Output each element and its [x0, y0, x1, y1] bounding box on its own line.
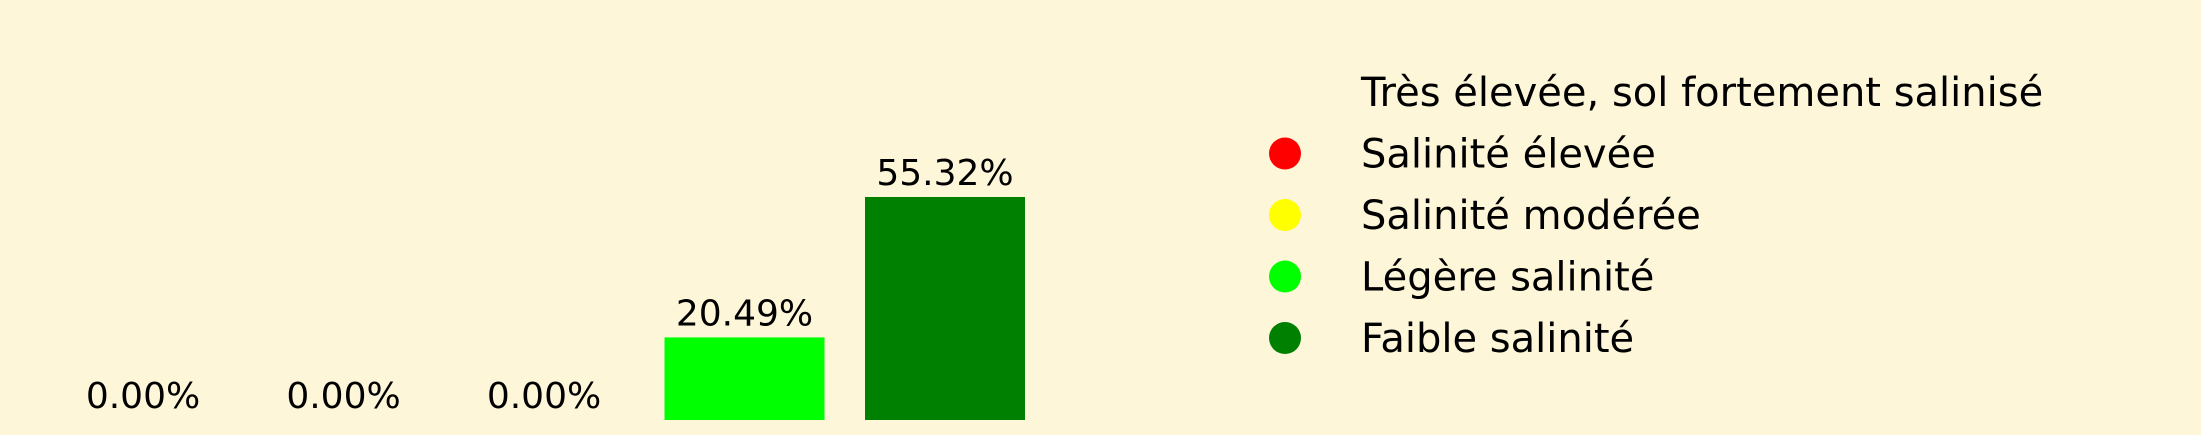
legend-marker-2	[1269, 199, 1301, 231]
legend-label-3: Légère salinité	[1361, 255, 1654, 301]
bar-value-label-3: 20.49%	[676, 293, 813, 334]
bar-3	[664, 337, 825, 420]
legend-label-2: Salinité modérée	[1361, 193, 1701, 239]
legend-marker-4	[1269, 322, 1301, 354]
legend-marker-3	[1269, 260, 1301, 293]
bar-value-label-2: 0.00%	[487, 376, 601, 417]
bar-value-label-1: 0.00%	[286, 376, 400, 417]
bar-value-label-4: 55.32%	[876, 153, 1013, 194]
legend-label-4: Faible salinité	[1361, 316, 1634, 362]
bar-value-label-0: 0.00%	[86, 376, 200, 417]
legend-marker-1	[1269, 137, 1301, 170]
bar-4	[865, 197, 1025, 420]
legend-label-1: Salinité élevée	[1361, 132, 1656, 178]
legend-label-0: Très élevée, sol fortement salinisé	[1360, 70, 2043, 116]
